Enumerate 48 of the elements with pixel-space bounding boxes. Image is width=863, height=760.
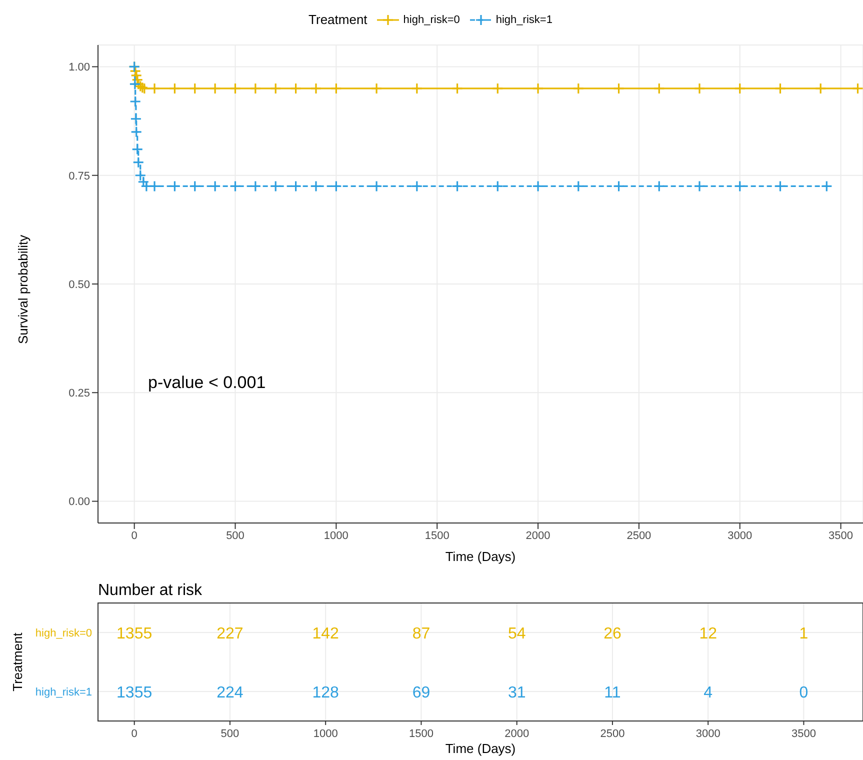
x-tick-label: 3000	[728, 530, 752, 542]
data-label: 31	[508, 684, 526, 702]
x-tick-label: 2500	[626, 530, 652, 542]
data-label: 224	[216, 684, 244, 702]
y-tick-label: 0.50	[68, 278, 90, 291]
y-tick-label: 0.00	[68, 496, 90, 508]
y-tick-label: high_risk=0	[35, 628, 92, 640]
data-label: 1	[799, 626, 808, 642]
x-tick-label: 3000	[696, 728, 720, 740]
data-label: 12	[699, 626, 718, 642]
annotation: p-value < 0.001	[148, 373, 266, 392]
x-axis-title: Time (Days)	[445, 549, 516, 564]
x-tick-label: 500	[226, 530, 244, 542]
y-tick-label: 0.25	[68, 388, 90, 400]
x-tick-label: 1000	[324, 530, 348, 542]
y-axis-title: Survival probability	[16, 234, 31, 344]
data-label: 142	[312, 626, 340, 642]
y-axis-title: Treatment	[10, 632, 25, 692]
y-tick-label: high_risk=1	[35, 686, 92, 698]
data-label: 1355	[116, 684, 152, 702]
legend-title: Treatment	[308, 12, 368, 27]
data-label: 69	[412, 684, 430, 702]
x-tick-label: 2000	[526, 530, 550, 542]
x-axis-title: Time (Days)	[445, 741, 516, 756]
x-tick-label: 1000	[313, 728, 338, 740]
legend-label: high_risk=1	[496, 14, 552, 26]
data-label: 128	[312, 684, 340, 702]
data-label: 227	[216, 626, 244, 642]
x-tick-label: 2000	[504, 728, 530, 740]
x-tick-label: 0	[131, 530, 138, 542]
x-tick-label: 500	[220, 728, 240, 740]
data-label: 0	[799, 684, 808, 702]
data-label: 54	[508, 626, 526, 642]
x-tick-label: 1500	[424, 530, 450, 542]
data-label: 26	[604, 626, 622, 642]
x-tick-label: 3500	[791, 728, 816, 740]
y-tick-label: 1.00	[68, 62, 90, 74]
x-tick-label: 0	[131, 728, 138, 740]
x-tick-label: 3500	[828, 530, 854, 542]
x-tick-label: 1500	[408, 728, 434, 740]
x-tick-label: 2500	[600, 728, 625, 740]
data-label: 11	[604, 684, 621, 702]
data-label: 4	[704, 684, 713, 702]
y-tick-label: 0.75	[68, 170, 90, 182]
data-label: 87	[412, 626, 430, 642]
data-label: 1355	[116, 626, 152, 642]
legend-label: high_risk=0	[403, 14, 460, 26]
chart-title: Number at risk	[98, 582, 204, 599]
